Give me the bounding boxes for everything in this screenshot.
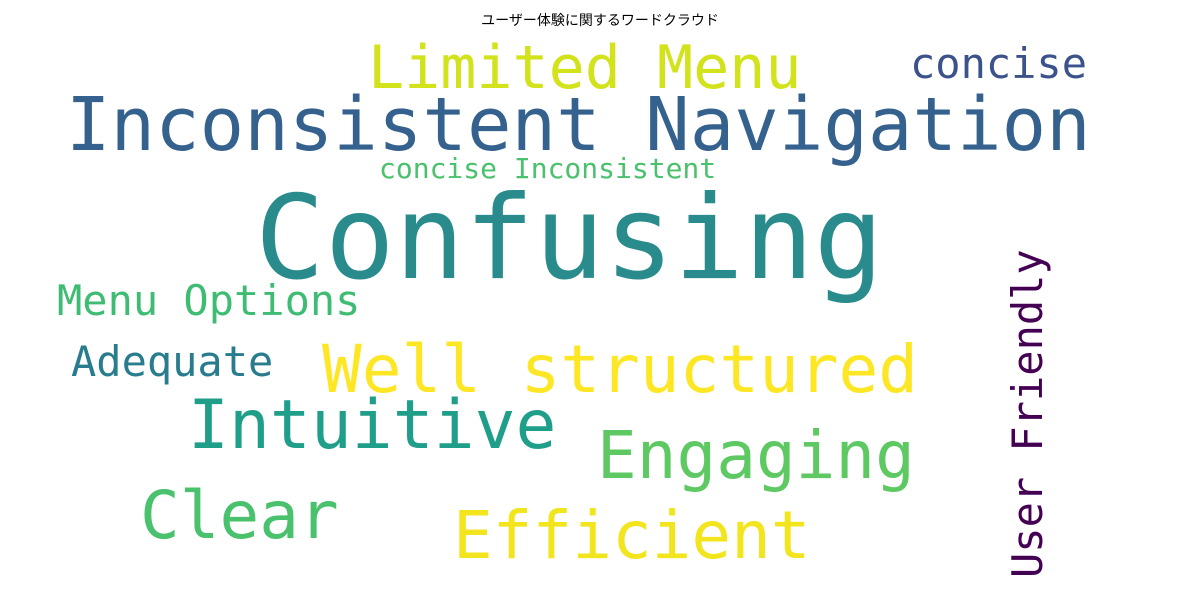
- word-user-friendly: User Friendly: [1003, 249, 1052, 578]
- chart-title: ユーザー体験に関するワードクラウド: [481, 13, 719, 29]
- word-inconsistent-navigation: Inconsistent Navigation: [66, 82, 1091, 168]
- word-concise: concise: [910, 39, 1087, 88]
- word-efficient: Efficient: [453, 497, 811, 574]
- word-limited-menu: Limited Menu: [368, 33, 801, 103]
- word-engaging: Engaging: [597, 417, 915, 494]
- word-concise-inconsistent: concise Inconsistent: [379, 152, 716, 185]
- word-confusing: Confusing: [255, 171, 884, 306]
- word-clear: Clear: [140, 477, 339, 554]
- word-adequate: Adequate: [71, 337, 273, 386]
- word-menu-options: Menu Options: [57, 276, 360, 325]
- word-well-structured: Well structured: [322, 331, 918, 408]
- word-intuitive: Intuitive: [188, 386, 556, 465]
